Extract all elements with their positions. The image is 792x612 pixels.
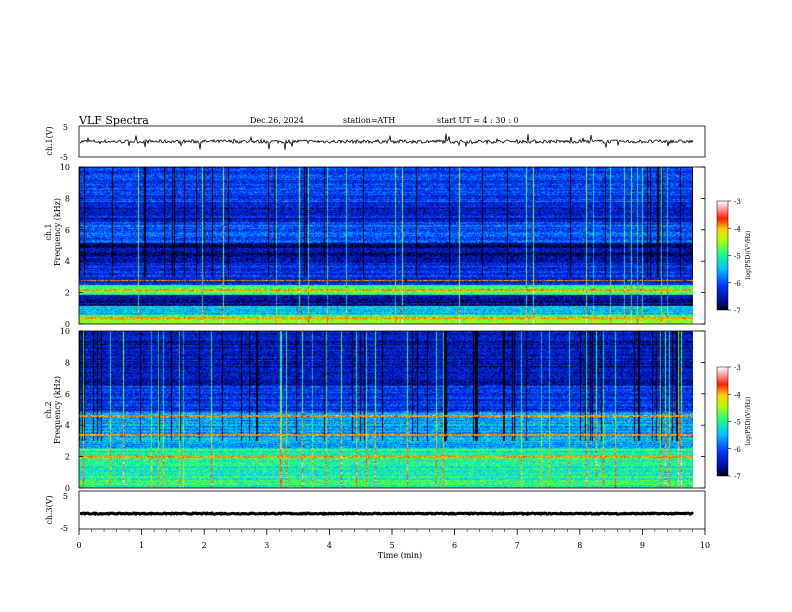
ch2-spectrogram-ylabel-bottom: Frequency (kHz) [53, 376, 62, 444]
ch1-waveform-trace [79, 133, 694, 151]
ch1-colorbar-tick-label: -4 [734, 225, 741, 233]
ch2-spectrogram-ytick-label: 6 [65, 390, 70, 399]
ch1-colorbar-tick-label: -7 [734, 307, 741, 315]
ch2-colorbar-tick-label: -4 [734, 391, 741, 399]
ch1-colorbar-label: log(PSD)(V²/Hz) [745, 231, 752, 280]
ch1-waveform-panel: 5 -5 ch.1(V) [45, 123, 706, 162]
x-tick-label: 10 [700, 541, 710, 550]
station-label: station=ATH [343, 116, 395, 125]
ch1-colorbar-tick-label: -3 [734, 198, 741, 206]
ch2-spectrogram-frame [78, 330, 706, 489]
ch3-waveform-frame [78, 490, 706, 530]
ch3-ytick-bottom: -5 [60, 524, 68, 533]
x-tick-label: 9 [640, 541, 645, 550]
ch1-spectrogram-ytick-label: 2 [65, 289, 70, 298]
ch2-spectrogram-ytick-label: 2 [65, 453, 70, 462]
ch1-waveform-frame [78, 125, 706, 158]
ch2-spectrogram-panel: 0 2 4 6 8 10 ch.2 Frequency (kHz) [44, 327, 706, 493]
ch3-waveform-ylabel: ch.3(V) [45, 495, 54, 524]
x-axis-label: Time (min) [378, 551, 422, 560]
ch1-ytick-top: 5 [63, 123, 68, 132]
ch1-spectrogram-canvas [79, 167, 693, 324]
ch1-colorbar: -3 -4 -5 -6 -7 log(PSD)(V²/Hz) [716, 198, 752, 315]
ch1-spectrogram-ytick-label: 4 [65, 257, 70, 266]
ch2-colorbar-scale [716, 366, 729, 477]
ch1-spectrogram-ytick-label: 6 [65, 226, 70, 235]
ch3-ytick-top: 5 [63, 492, 68, 501]
ch1-colorbar-tick-label: -5 [734, 253, 741, 261]
ch1-spectrogram-ylabel-top: ch.1 [44, 223, 53, 240]
x-tick-label: 1 [139, 541, 144, 550]
ch2-spectrogram-ytick-label: 8 [65, 358, 70, 367]
ch1-spectrogram-panel: 0 2 4 6 8 10 ch.1 Frequency (kHz) [44, 163, 706, 329]
x-tick-label: 4 [327, 541, 332, 550]
ch3-waveform-trace [80, 511, 694, 517]
x-tick-label: 8 [577, 541, 582, 550]
ch1-spectrogram-ytick-label: 0 [65, 320, 70, 329]
ch2-colorbar-label: log(PSD)(V²/Hz) [745, 397, 752, 446]
ch2-spectrogram-ylabel-top: ch.2 [44, 401, 53, 418]
ch2-spectrogram-ytick-label: 0 [65, 484, 70, 493]
ch2-spectrogram-ytick-label: 10 [60, 327, 70, 336]
ch2-colorbar-tick-label: -6 [734, 446, 741, 454]
ch1-waveform-ylabel: ch.1(V) [45, 126, 54, 155]
x-tick-label: 5 [389, 541, 394, 550]
ch2-spectrogram-area [79, 331, 693, 488]
x-tick-label: 3 [264, 541, 269, 550]
ch2-colorbar-tick-label: -7 [734, 473, 741, 481]
ch3-waveform-panel: 5 -5 ch.3(V) 0 1 2 3 4 5 6 7 8 9 10 Time (min) [45, 490, 710, 560]
ch1-spectrogram-ylabel-bottom: Frequency (kHz) [53, 198, 62, 266]
ch2-colorbar-tick-label: -3 [734, 364, 741, 372]
ch1-ytick-bottom: -5 [60, 153, 68, 162]
date-label: Dec.26, 2024 [250, 116, 304, 125]
ch2-colorbar: -3 -4 -5 -6 -7 log(PSD)(V²/Hz) [716, 364, 752, 481]
ch1-spectrogram-area [79, 167, 693, 324]
ch2-colorbar-tick-label: -5 [734, 419, 741, 427]
ch2-spectrogram-canvas [79, 331, 693, 488]
ch2-spectrogram-ytick-label: 4 [65, 421, 70, 430]
x-tick-label: 2 [202, 541, 207, 550]
start-ut-label: start UT = 4 : 30 : 0 [437, 116, 518, 125]
figure-title: VLF Spectra [78, 114, 149, 127]
x-tick-label: 7 [515, 541, 520, 550]
ch1-spectrogram-frame [78, 166, 706, 325]
ch1-colorbar-scale [716, 200, 729, 311]
x-tick-label: 0 [76, 541, 81, 550]
ch1-spectrogram-ytick-label: 10 [60, 163, 70, 172]
ch1-colorbar-tick-label: -6 [734, 280, 741, 288]
ch1-spectrogram-ytick-label: 8 [65, 194, 70, 203]
x-tick-label: 6 [452, 541, 457, 550]
